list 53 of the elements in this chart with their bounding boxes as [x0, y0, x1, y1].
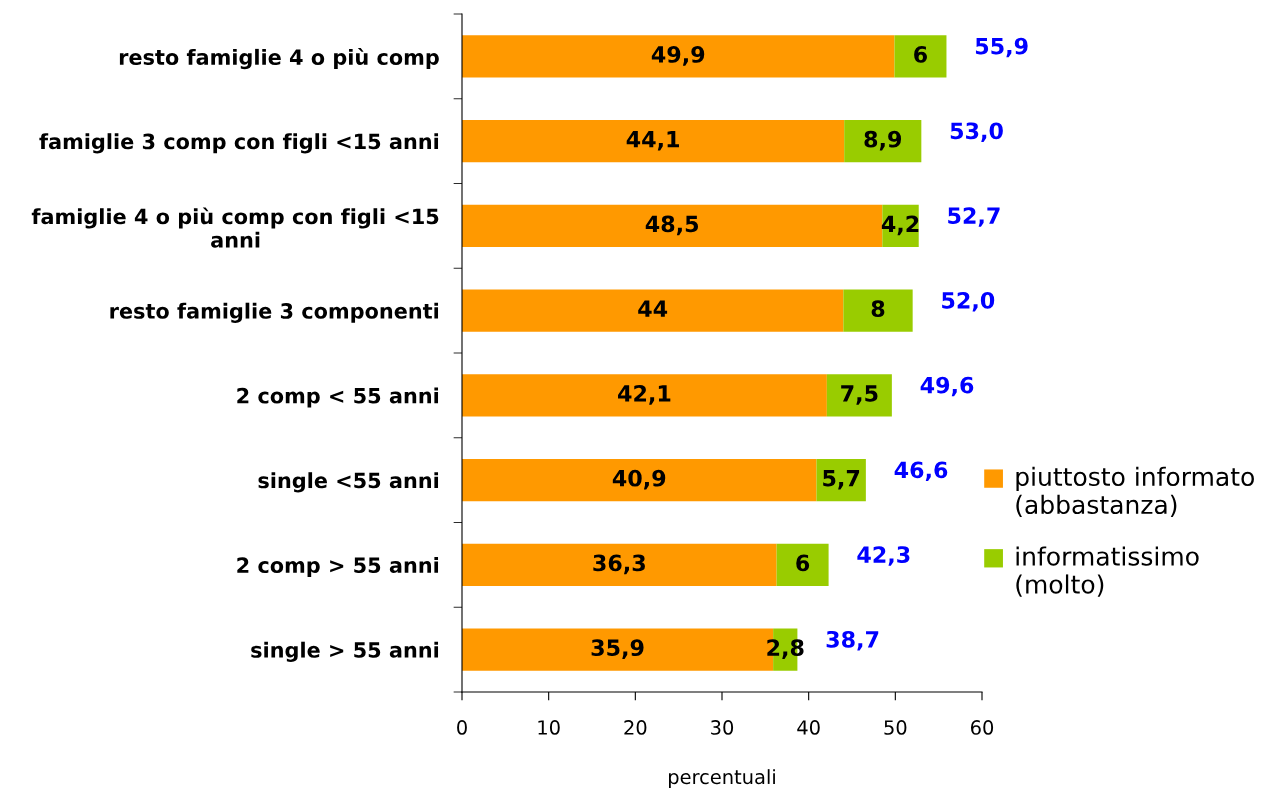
x-tick-label: 20: [624, 720, 647, 735]
data-label: 5,7: [823, 470, 860, 490]
bar: [844, 119, 922, 163]
total-label: 52,0: [942, 291, 995, 312]
data-label: 42,1: [618, 385, 671, 405]
x-tick-label: 50: [884, 720, 907, 735]
total-label: 49,6: [920, 376, 974, 397]
bar: [462, 204, 883, 248]
data-label: 6: [914, 46, 927, 63]
data-label: 36,3: [593, 554, 645, 575]
y-tick-label: 2 comp > 55 anni: [237, 556, 439, 578]
y-tick-label: famiglie 3 comp con figli <15 anni: [39, 133, 439, 154]
bar: [462, 543, 777, 587]
data-label: 4,2: [881, 215, 919, 236]
total-label: 46,6: [894, 461, 948, 482]
legend-label: informatissimo (molto): [1016, 546, 1199, 597]
data-label: 7,5: [841, 385, 878, 405]
data-label: 44,1: [626, 131, 679, 151]
y-tick-label: resto famiglie 4 o più comp: [119, 48, 439, 70]
bar: [894, 35, 947, 78]
total-label: 53,0: [950, 122, 1003, 143]
bar: [462, 458, 817, 502]
y-tick-label: single > 55 anni: [251, 641, 439, 663]
data-label: 40,9: [612, 469, 666, 490]
data-label: 44: [638, 300, 668, 317]
total-label: 55,9: [975, 37, 1028, 58]
bar: [843, 289, 913, 332]
x-tick-label: 0: [457, 720, 467, 735]
bar: [462, 289, 844, 332]
total-label: 38,7: [826, 630, 879, 651]
data-label: 48,5: [645, 215, 699, 236]
data-label: 8: [871, 300, 885, 318]
x-tick-label: 10: [538, 720, 560, 735]
bar: [462, 35, 895, 78]
bar: [462, 119, 845, 163]
x-tick-label: 40: [797, 720, 820, 735]
bar: [826, 374, 892, 417]
y-tick-label: single <55 anni: [258, 472, 439, 493]
x-tick-label: 30: [711, 720, 734, 735]
x-axis-title: percentuali: [669, 769, 775, 788]
data-label: 6: [796, 554, 810, 572]
y-tick-label: 2 comp < 55 anni: [237, 387, 439, 408]
y-tick-label: famiglie 4 o più comp con figli <15 anni: [31, 207, 439, 248]
x-tick-label: 60: [970, 720, 994, 735]
bar: [462, 374, 827, 417]
bar: [776, 543, 829, 587]
data-label: 8,9: [864, 130, 902, 151]
legend-label: piuttosto informato (abbastanza): [1016, 466, 1254, 518]
data-label: 35,9: [591, 639, 644, 659]
data-label: 49,9: [651, 46, 705, 66]
total-label: 52,7: [948, 207, 1000, 227]
y-tick-label: resto famiglie 3 componenti: [110, 302, 439, 324]
total-label: 42,3: [857, 546, 910, 566]
